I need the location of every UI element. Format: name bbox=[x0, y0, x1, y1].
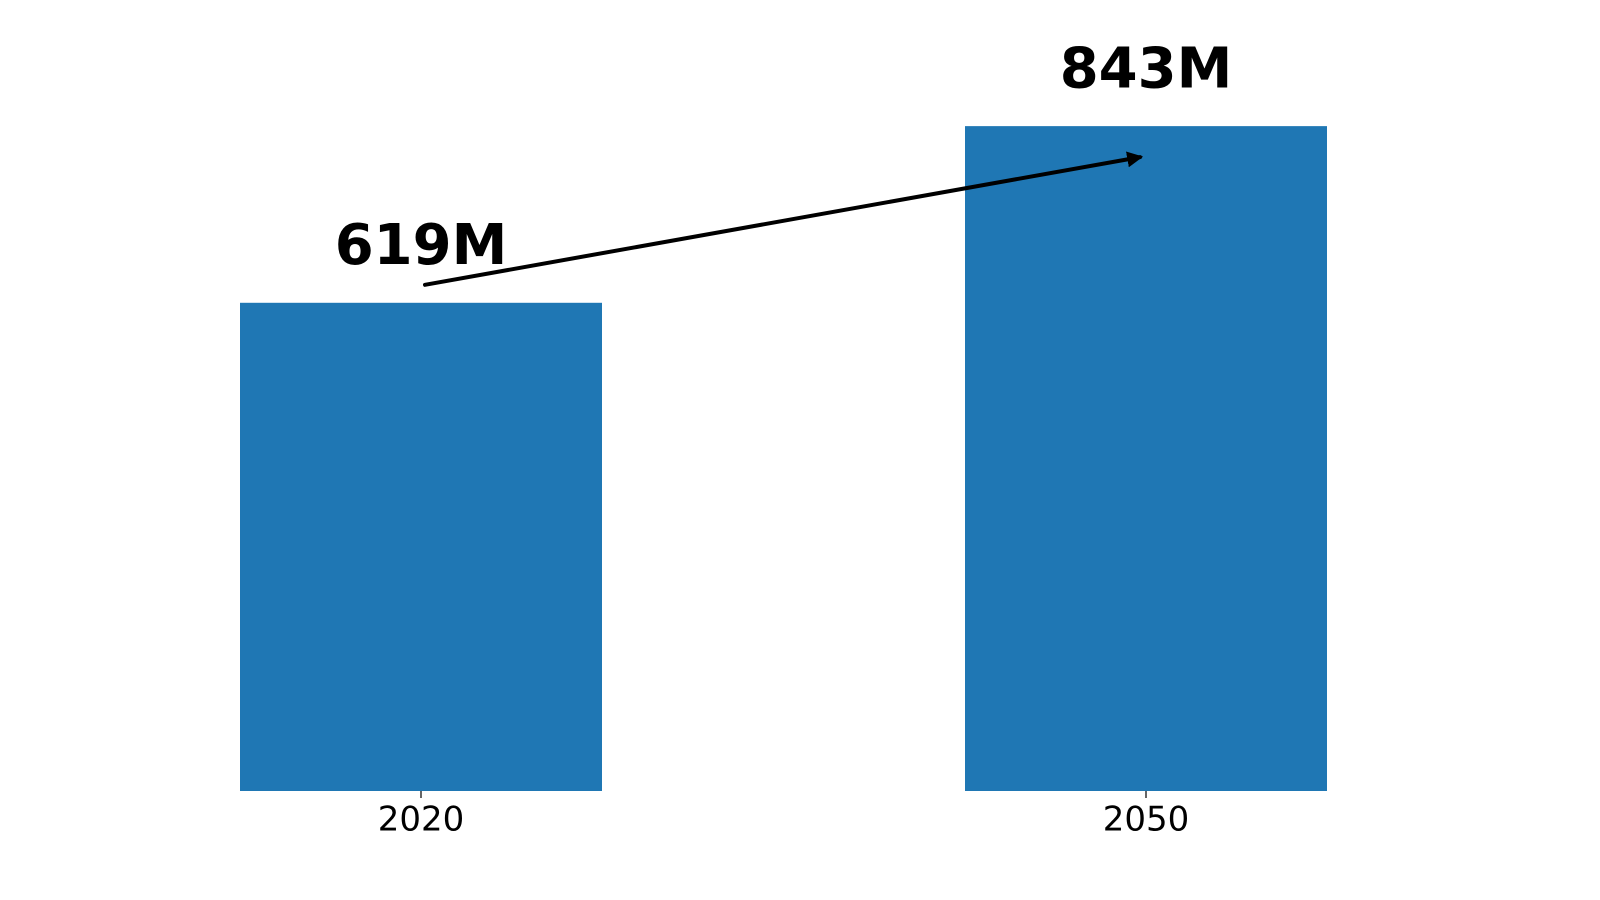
trend-arrow bbox=[423, 151, 1144, 287]
bar bbox=[965, 126, 1327, 791]
value-label: 843M bbox=[1060, 36, 1233, 101]
x-tick-label: 2020 bbox=[378, 800, 465, 840]
x-tick-label: 2050 bbox=[1103, 800, 1190, 840]
value-label: 619M bbox=[335, 213, 508, 278]
bar bbox=[240, 302, 602, 791]
